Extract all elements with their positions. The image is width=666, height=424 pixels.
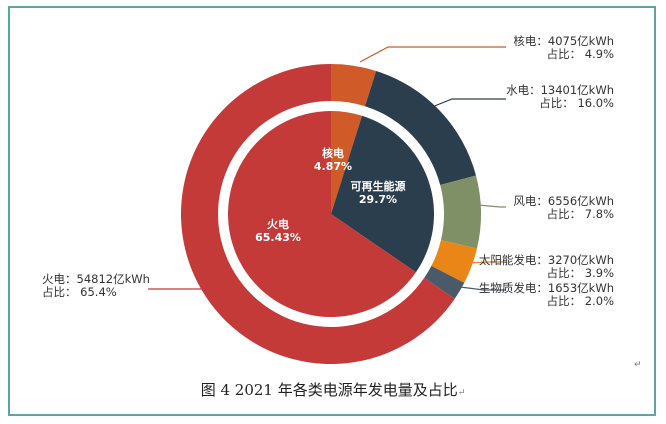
- leader-line-biomass: [459, 286, 506, 291]
- outer-slice-solar: [431, 239, 477, 283]
- inner-value-nuclear: 4.87%: [314, 160, 352, 173]
- inner-slice-nuclear: [331, 111, 363, 214]
- inner-pie: [228, 111, 434, 317]
- inner-value-renewable: 29.7%: [359, 193, 397, 206]
- outer-slice-hydro: [365, 70, 476, 185]
- outer-share-wind: 占比： 7.8%: [547, 207, 614, 221]
- inner-label-renewable: 可再生能源: [351, 179, 406, 193]
- leader-lines: [148, 46, 506, 291]
- inner-label-thermal: 火电: [267, 217, 289, 231]
- outer-label-nuclear: 核电：4075亿kWh: [513, 34, 614, 48]
- slice-labels: 核电4.87%可再生能源29.7%火电65.43%核电：4075亿kWh占比： …: [42, 34, 614, 308]
- outer-label-solar: 太阳能发电：3270亿kWh: [479, 253, 614, 267]
- outer-label-biomass: 生物质发电：1653亿kWh: [479, 281, 614, 295]
- outer-label-wind: 风电：6556亿kWh: [513, 194, 614, 208]
- leader-line-wind: [477, 204, 506, 208]
- figure-caption: 图 4 2021 年各类电源年发电量及占比↵: [0, 379, 666, 400]
- leader-line-nuclear: [359, 46, 506, 63]
- outer-share-solar: 占比： 3.9%: [547, 266, 614, 280]
- outer-share-biomass: 占比： 2.0%: [547, 294, 614, 308]
- outer-slice-nuclear: [331, 64, 377, 107]
- inner-slice-thermal: [228, 111, 416, 317]
- inner-value-thermal: 65.43%: [255, 231, 301, 244]
- outer-slice-wind: [440, 175, 481, 249]
- inner-label-nuclear: 核电: [322, 146, 344, 160]
- outer-ring: [181, 64, 481, 364]
- outer-share-nuclear: 占比： 4.9%: [547, 47, 614, 61]
- outer-slice-biomass: [424, 265, 465, 299]
- outer-label-thermal: 火电：54812亿kWh: [42, 272, 150, 286]
- leader-line-solar: [465, 261, 506, 264]
- outer-label-hydro: 水电：13401亿kWh: [506, 83, 614, 97]
- paragraph-mark: ↵: [634, 360, 642, 370]
- outer-share-thermal: 占比： 65.4%: [42, 285, 117, 299]
- leader-line-hydro: [431, 98, 506, 108]
- caption-text: 图 4 2021 年各类电源年发电量及占比: [200, 381, 458, 399]
- inner-slice-renewable: [331, 115, 434, 273]
- caption-mark: ↵: [457, 388, 466, 398]
- outer-share-hydro: 占比： 16.0%: [539, 96, 614, 110]
